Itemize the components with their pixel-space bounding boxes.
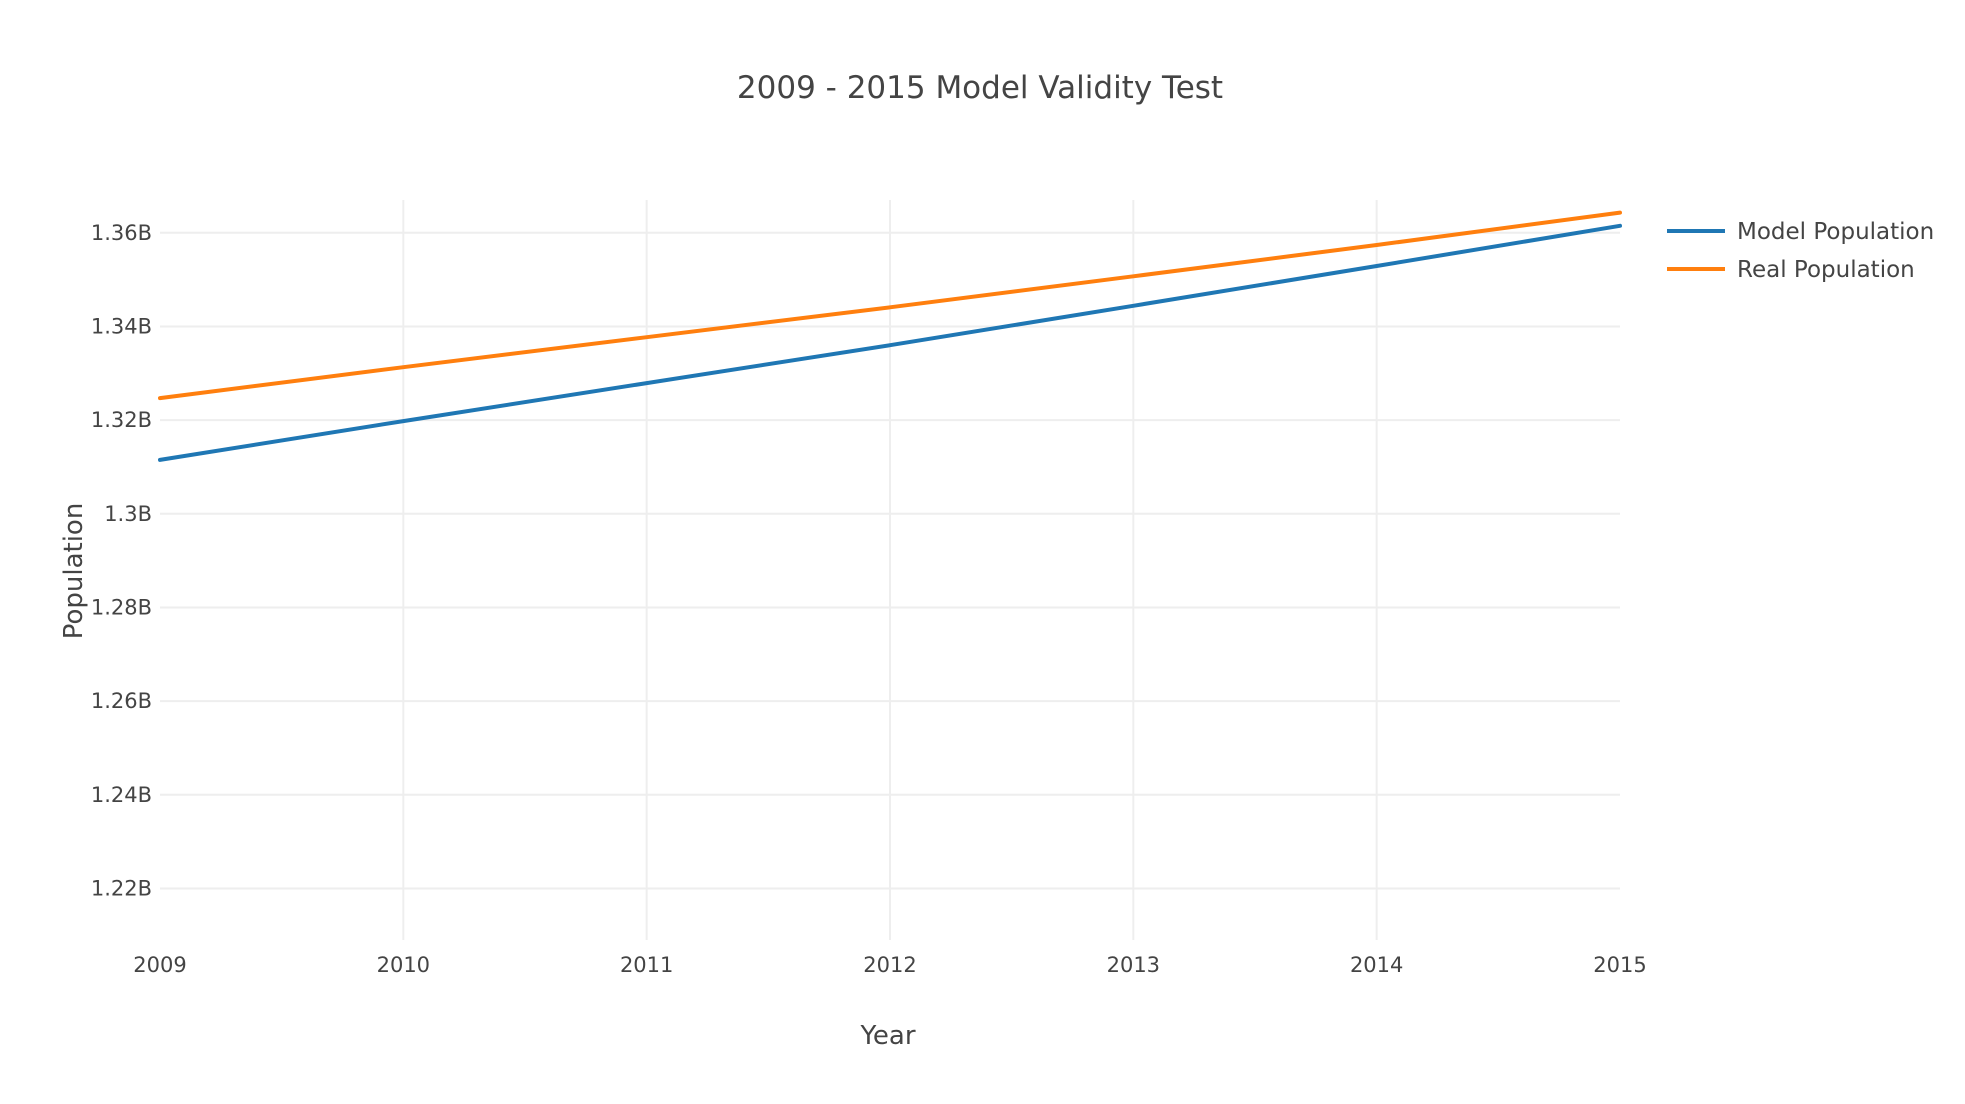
grid-layer: [160, 200, 1620, 940]
y-axis-ticks: 1.22B 1.24B 1.26B 1.28B 1.3B 1.32B 1.34B 1.36B: [91, 221, 152, 901]
x-tick-label: 2012: [863, 953, 916, 977]
series-line-real-population[interactable]: [158, 210, 1622, 401]
y-tick-label: 1.26B: [91, 689, 152, 713]
y-tick-label: 1.36B: [91, 221, 152, 245]
x-tick-label: 2011: [620, 953, 673, 977]
chart-title: 2009 - 2015 Model Validity Test: [737, 70, 1223, 106]
legend-item[interactable]: Real Population: [1667, 257, 1915, 283]
legend-label: Real Population: [1737, 257, 1915, 283]
x-tick-label: 2014: [1350, 953, 1403, 977]
x-tick-label: 2009: [133, 953, 186, 977]
series-layer: [158, 210, 1622, 462]
y-tick-label: 1.32B: [91, 408, 152, 432]
legend-label: Model Population: [1737, 219, 1934, 245]
x-axis-ticks: 2009 2010 2011 2012 2013 2014 2015: [133, 953, 1646, 977]
x-tick-label: 2015: [1593, 953, 1646, 977]
legend[interactable]: Model Population Real Population: [1667, 219, 1934, 283]
series-line-model-population[interactable]: [158, 223, 1622, 462]
x-axis-title: Year: [859, 1021, 915, 1051]
y-tick-label: 1.3B: [104, 502, 152, 526]
x-tick-label: 2010: [377, 953, 430, 977]
x-tick-label: 2013: [1107, 953, 1160, 977]
y-tick-label: 1.28B: [91, 595, 152, 619]
y-tick-label: 1.24B: [91, 783, 152, 807]
y-axis-title: Population: [59, 503, 89, 640]
y-tick-label: 1.22B: [91, 876, 152, 900]
legend-item[interactable]: Model Population: [1667, 219, 1934, 245]
y-tick-label: 1.34B: [91, 314, 152, 338]
